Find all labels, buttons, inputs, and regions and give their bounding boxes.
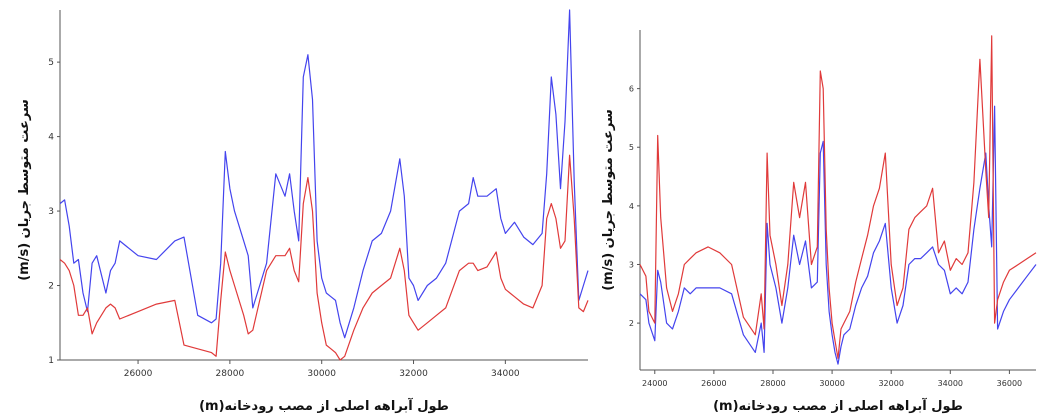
y-tick-label: 3	[48, 207, 54, 217]
x-tick-label: 26000	[124, 369, 153, 379]
y-axis-label: سرعت متوسط جریان (m/s)	[17, 99, 32, 281]
x-tick-label: 34000	[938, 379, 963, 388]
y-tick-label: 5	[48, 58, 54, 68]
y-axis-label: سرعت متوسط جریان (m/s)	[601, 109, 616, 291]
x-axis-label: طول آبراهه اصلی از مصب رودخانه(m)	[199, 397, 449, 414]
x-tick-label: 34000	[491, 369, 520, 379]
y-tick-label: 2	[629, 319, 634, 328]
right-velocity-chart: 2 3 4 5 6 24000 26000 28000 30000 32000 34000 36000…	[601, 30, 1037, 414]
y-tick-label: 4	[48, 133, 54, 143]
y-tick-label: 6	[629, 85, 634, 94]
series-line-1	[639, 105, 1037, 365]
y-tick-label: 3	[629, 260, 634, 269]
x-tick-label: 30000	[819, 379, 844, 388]
x-tick-label: 32000	[878, 379, 903, 388]
x-tick-label: 28000	[760, 379, 785, 388]
y-tick-label: 4	[629, 202, 634, 211]
x-tick-label: 32000	[399, 369, 428, 379]
y-tick-label: 5	[629, 143, 634, 152]
series-line-2	[59, 154, 589, 361]
x-tick-label: 30000	[307, 369, 336, 379]
y-tick-label: 2	[48, 282, 54, 292]
x-tick-label: 26000	[701, 379, 726, 388]
y-tick-label: 1	[48, 356, 54, 366]
x-axis-label: طول آبراهه اصلی از مصب رودخانه(m)	[713, 397, 963, 414]
left-velocity-chart: 1 2 3 4 5 26000 28000 30000 32000 34000 طول آبراهه…	[17, 9, 589, 414]
x-tick-label: 36000	[997, 379, 1022, 388]
x-tick-label: 24000	[642, 379, 667, 388]
series-line-1	[59, 9, 589, 339]
x-tick-label: 28000	[216, 369, 245, 379]
series-line-2	[639, 35, 1037, 359]
